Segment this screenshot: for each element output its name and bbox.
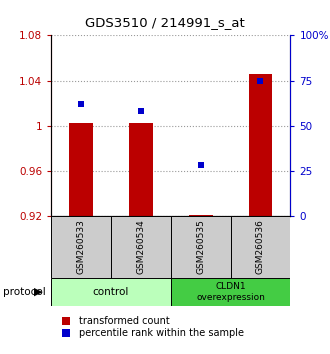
Bar: [129, 124, 153, 216]
Bar: [51, 216, 111, 278]
Text: GSM260536: GSM260536: [256, 219, 265, 274]
Legend: transformed count, percentile rank within the sample: transformed count, percentile rank withi…: [56, 316, 244, 338]
Text: GDS3510 / 214991_s_at: GDS3510 / 214991_s_at: [85, 16, 245, 29]
Bar: [51, 278, 171, 306]
Text: protocol: protocol: [3, 287, 46, 297]
Bar: [189, 215, 213, 216]
Text: GSM260533: GSM260533: [77, 219, 85, 274]
Bar: [111, 216, 171, 278]
Bar: [171, 278, 290, 306]
Bar: [231, 216, 290, 278]
Text: GSM260534: GSM260534: [136, 219, 146, 274]
Text: CLDN1
overexpression: CLDN1 overexpression: [196, 282, 265, 302]
Text: GSM260535: GSM260535: [196, 219, 205, 274]
Text: ▶: ▶: [34, 287, 42, 297]
Bar: [171, 216, 231, 278]
Bar: [69, 124, 93, 216]
Text: control: control: [93, 287, 129, 297]
Bar: [248, 74, 273, 216]
